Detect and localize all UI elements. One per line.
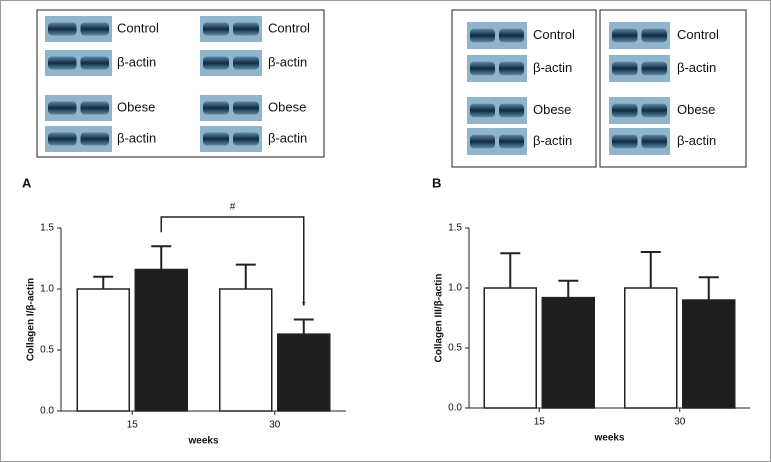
y-tick-label: 0.5 (448, 343, 462, 354)
blot-band (499, 61, 524, 76)
blot-band (48, 56, 77, 70)
blot-band (48, 132, 77, 146)
blot-label: Control (117, 20, 159, 35)
blot-box (599, 9, 747, 168)
bar (541, 296, 595, 409)
blot-label: β-actin (533, 133, 572, 148)
blot-band (641, 28, 667, 43)
blot-label: Obese (533, 102, 571, 117)
bar (277, 333, 331, 412)
y-tick-label: 0.0 (448, 403, 462, 414)
blot-label: β-actin (268, 130, 307, 145)
x-tick-label: 15 (534, 417, 546, 428)
panel-label: B (432, 175, 441, 190)
blot-box (36, 9, 325, 158)
blot-label: β-actin (268, 54, 307, 69)
significance-bracket (160, 216, 305, 306)
blot-band (612, 134, 638, 149)
x-axis-label: weeks (593, 433, 624, 444)
blot-band (80, 22, 109, 36)
blot-band (203, 132, 229, 146)
blot-band (499, 28, 524, 43)
blot-band (203, 56, 229, 70)
y-tick-label: 1.0 (448, 283, 462, 294)
y-tick-label: 0.5 (40, 345, 54, 356)
bar (134, 268, 188, 412)
blot-band (499, 134, 524, 149)
blot-band (470, 134, 495, 149)
y-tick-label: 0.0 (40, 406, 54, 417)
blot-band (48, 22, 77, 36)
blot-label: Obese (677, 102, 715, 117)
blot-band (233, 22, 259, 36)
blot-band (470, 103, 495, 118)
bar (682, 299, 736, 409)
blot-band (499, 103, 524, 118)
blot-band (80, 101, 109, 115)
blot-box (451, 9, 597, 168)
blot-band (470, 61, 495, 76)
x-axis-label: weeks (187, 436, 218, 447)
x-tick-label: 30 (269, 420, 281, 431)
blot-label: β-actin (117, 54, 156, 69)
blot-band (233, 56, 259, 70)
blot-band (612, 61, 638, 76)
blot-band (233, 101, 259, 115)
blot-label: Control (677, 27, 719, 42)
bar (76, 288, 130, 412)
blot-label: β-actin (117, 130, 156, 145)
blot-band (641, 61, 667, 76)
blot-band (203, 101, 229, 115)
bar (483, 287, 537, 409)
panel-label: A (22, 175, 32, 190)
blot-band (48, 101, 77, 115)
y-axis-label: Collagen III/β-actin (434, 274, 445, 363)
blot-label: β-actin (677, 60, 716, 75)
blot-band (80, 56, 109, 70)
blot-label: Obese (117, 99, 155, 114)
blot-band (612, 28, 638, 43)
blot-band (641, 103, 667, 118)
annotation: # (230, 202, 236, 213)
y-tick-label: 1.0 (40, 284, 54, 295)
blot-band (80, 132, 109, 146)
blot-band (612, 103, 638, 118)
bar (219, 288, 273, 412)
blot-label: Control (533, 27, 575, 42)
blot-label: β-actin (533, 60, 572, 75)
bar (624, 287, 678, 409)
blot-band (203, 22, 229, 36)
blot-label: β-actin (677, 133, 716, 148)
annotation: * (302, 300, 306, 311)
y-tick-label: 1.5 (40, 223, 54, 234)
blot-label: Control (268, 20, 310, 35)
y-tick-label: 1.5 (448, 223, 462, 234)
blot-band (233, 132, 259, 146)
blot-band (641, 134, 667, 149)
x-tick-label: 15 (127, 420, 139, 431)
y-axis-label: Collagen I/β-actin (26, 278, 37, 361)
x-tick-label: 30 (674, 417, 686, 428)
blot-band (470, 28, 495, 43)
blot-label: Obese (268, 99, 306, 114)
